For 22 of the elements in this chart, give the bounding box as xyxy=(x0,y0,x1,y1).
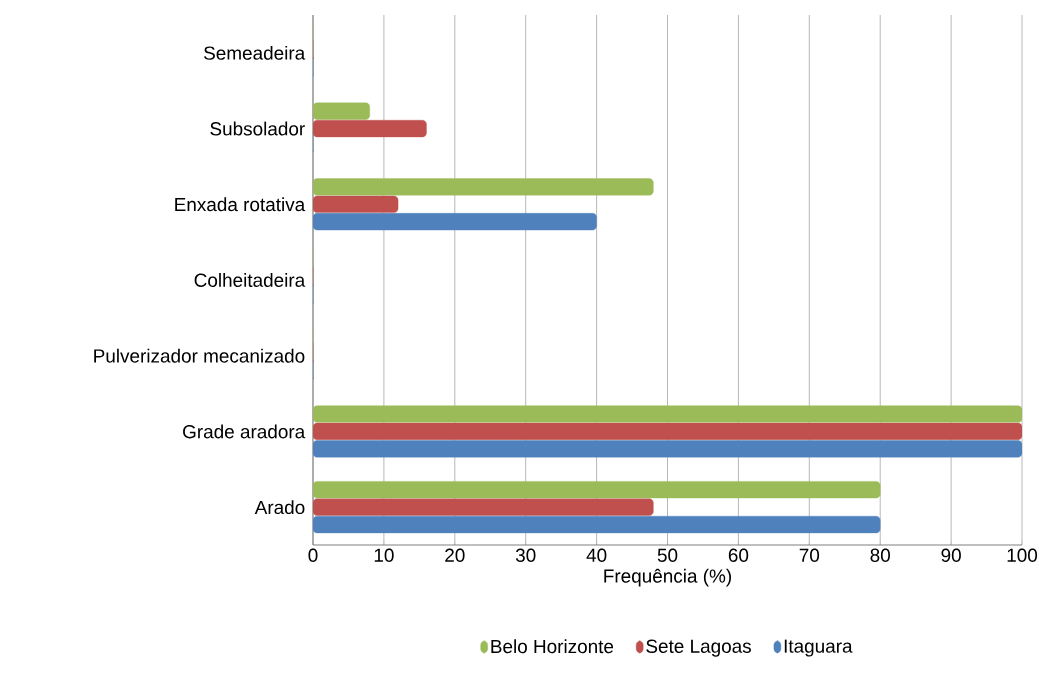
x-tick-label: 10 xyxy=(374,548,394,562)
legend-label: Sete Lagoas xyxy=(646,639,751,657)
y-tick-label: Grade aradora xyxy=(183,424,306,439)
x-tick-label: 0 xyxy=(308,548,318,562)
x-tick-label: 40 xyxy=(586,548,607,562)
y-tick-label: Semeadeira xyxy=(204,45,306,60)
x-tick-label: 80 xyxy=(870,548,890,562)
y-tick-label: Pulverizador mecanizado xyxy=(94,348,305,363)
x-tick-label: 90 xyxy=(941,548,961,562)
y-tick-label: Enxada rotativa xyxy=(175,197,306,212)
x-tick-label: 70 xyxy=(799,548,820,562)
x-tick-label: 50 xyxy=(657,548,678,562)
x-tick-label: 60 xyxy=(728,548,749,562)
x-tick-label: 30 xyxy=(515,548,536,562)
y-tick-label: Arado xyxy=(254,500,305,515)
y-tick-label: Colheitadeira xyxy=(194,273,306,287)
x-tick-label: 20 xyxy=(445,548,465,562)
legend-label: Belo Horizonte xyxy=(491,639,614,654)
legend-label: Itaguara xyxy=(784,639,853,657)
x-axis-title: Frequência (%) xyxy=(604,568,731,587)
x-tick-label: 100 xyxy=(1007,548,1038,562)
y-tick-label: Subsolador xyxy=(210,121,305,136)
